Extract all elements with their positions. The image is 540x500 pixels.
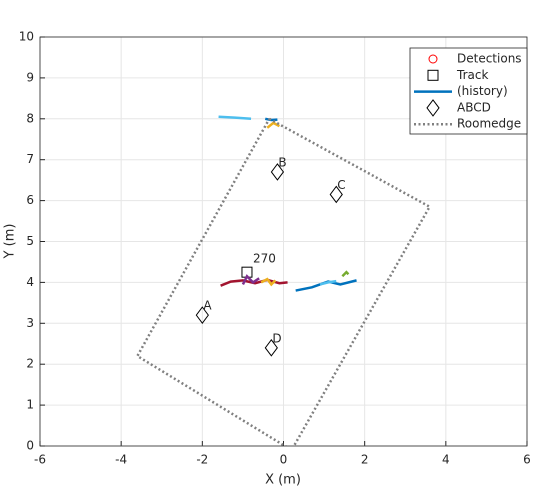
y-tick-label: 2 xyxy=(26,357,34,371)
history-line xyxy=(260,277,277,287)
legend-label: Track xyxy=(456,68,488,82)
y-tick-label: 3 xyxy=(26,316,34,330)
x-axis-label: X (m) xyxy=(265,473,301,488)
point-label: A xyxy=(203,299,212,313)
x-tick-label: 6 xyxy=(523,453,531,467)
history-line xyxy=(341,270,350,278)
point-label: 270 xyxy=(253,252,276,266)
x-tick-label: 2 xyxy=(361,453,369,467)
legend-label: Detections xyxy=(457,52,522,66)
abcd-point xyxy=(270,163,285,181)
point-label: B xyxy=(278,155,286,169)
track xyxy=(427,69,439,81)
legend-label: Roomedge xyxy=(457,117,521,131)
point-label: C xyxy=(337,178,345,192)
abcd-point xyxy=(264,339,278,357)
abcd-point xyxy=(329,185,343,204)
y-tick-label: 10 xyxy=(19,30,34,44)
y-tick-label: 9 xyxy=(26,70,34,84)
y-tick-label: 0 xyxy=(26,439,34,453)
y-tick-label: 1 xyxy=(26,398,34,412)
legend: Detections Track (history) ABCD Roomedge xyxy=(414,52,522,131)
point-label: D xyxy=(272,331,281,345)
y-tick-label: 6 xyxy=(26,193,34,207)
y-tick-label: 8 xyxy=(26,111,34,125)
x-tick-label: 0 xyxy=(280,453,288,467)
history-line xyxy=(220,278,288,287)
legend-label: (history) xyxy=(457,84,508,98)
history-line xyxy=(218,115,252,121)
history-line xyxy=(264,117,278,122)
marks xyxy=(135,115,432,446)
y-tick-label: 5 xyxy=(26,234,34,248)
x-tick-label: -2 xyxy=(196,453,208,467)
x-tick-label: -6 xyxy=(34,453,46,467)
y-tick-label: 7 xyxy=(26,152,34,166)
axes-box xyxy=(39,36,528,447)
room-edge xyxy=(135,117,432,446)
history-line xyxy=(319,279,337,286)
x-tick-label: 4 xyxy=(442,453,450,467)
x-tick-label: -4 xyxy=(115,453,127,467)
y-tick-label: 4 xyxy=(26,275,34,289)
abcd-point xyxy=(195,306,209,324)
legend-label: ABCD xyxy=(457,100,491,114)
detection xyxy=(428,54,438,64)
abcd-point xyxy=(426,99,440,117)
history-line xyxy=(266,121,281,129)
history-line xyxy=(241,274,260,286)
y-axis-label: Y (m) xyxy=(3,224,18,260)
